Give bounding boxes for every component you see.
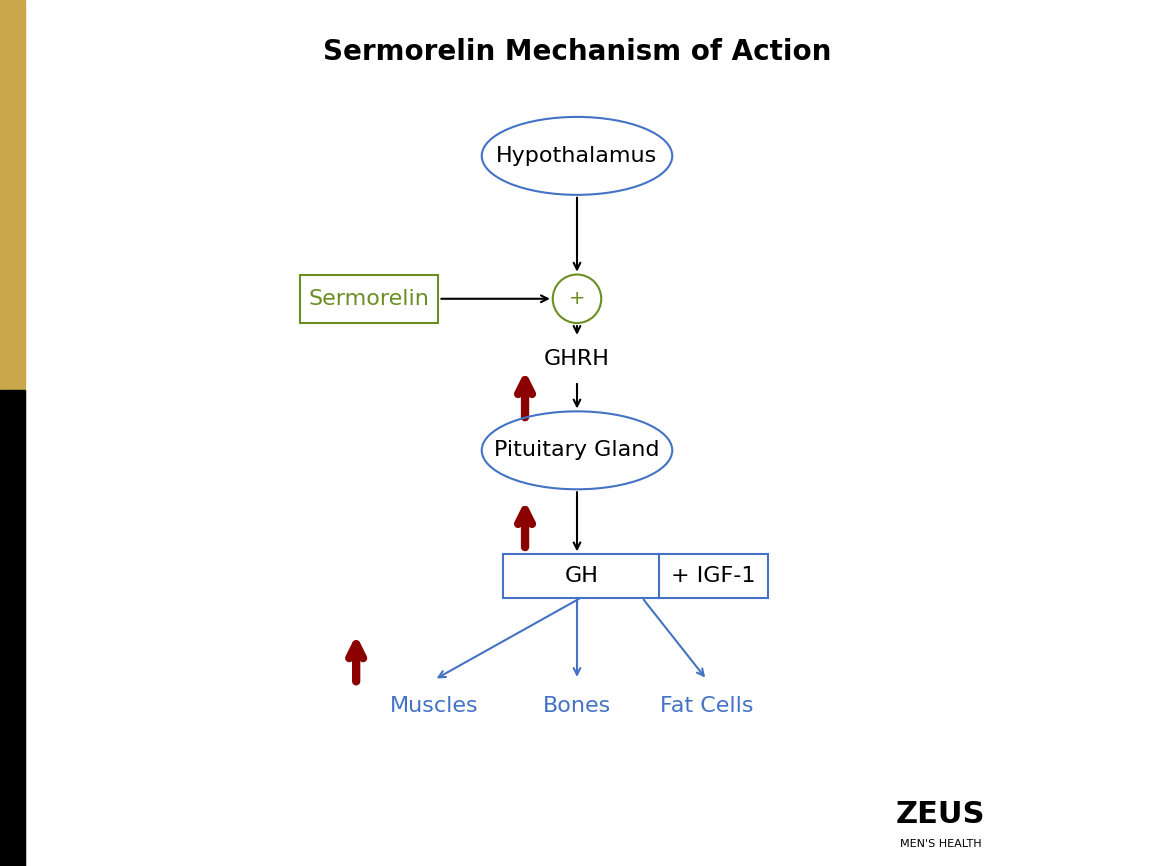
- Text: Pituitary Gland: Pituitary Gland: [494, 440, 660, 461]
- Text: Sermorelin: Sermorelin: [309, 288, 429, 309]
- FancyBboxPatch shape: [300, 275, 439, 322]
- Text: MEN'S HEALTH: MEN'S HEALTH: [900, 839, 982, 850]
- Text: GHRH: GHRH: [544, 349, 610, 370]
- Text: Hypothalamus: Hypothalamus: [496, 145, 658, 166]
- Text: + IGF-1: + IGF-1: [672, 565, 756, 586]
- Text: GH: GH: [564, 565, 598, 586]
- Text: Muscles: Muscles: [390, 695, 479, 716]
- Text: Sermorelin Mechanism of Action: Sermorelin Mechanism of Action: [323, 38, 831, 66]
- Text: Fat Cells: Fat Cells: [660, 695, 754, 716]
- Text: Bones: Bones: [542, 695, 612, 716]
- Text: ZEUS: ZEUS: [896, 799, 986, 829]
- Text: +: +: [569, 289, 585, 308]
